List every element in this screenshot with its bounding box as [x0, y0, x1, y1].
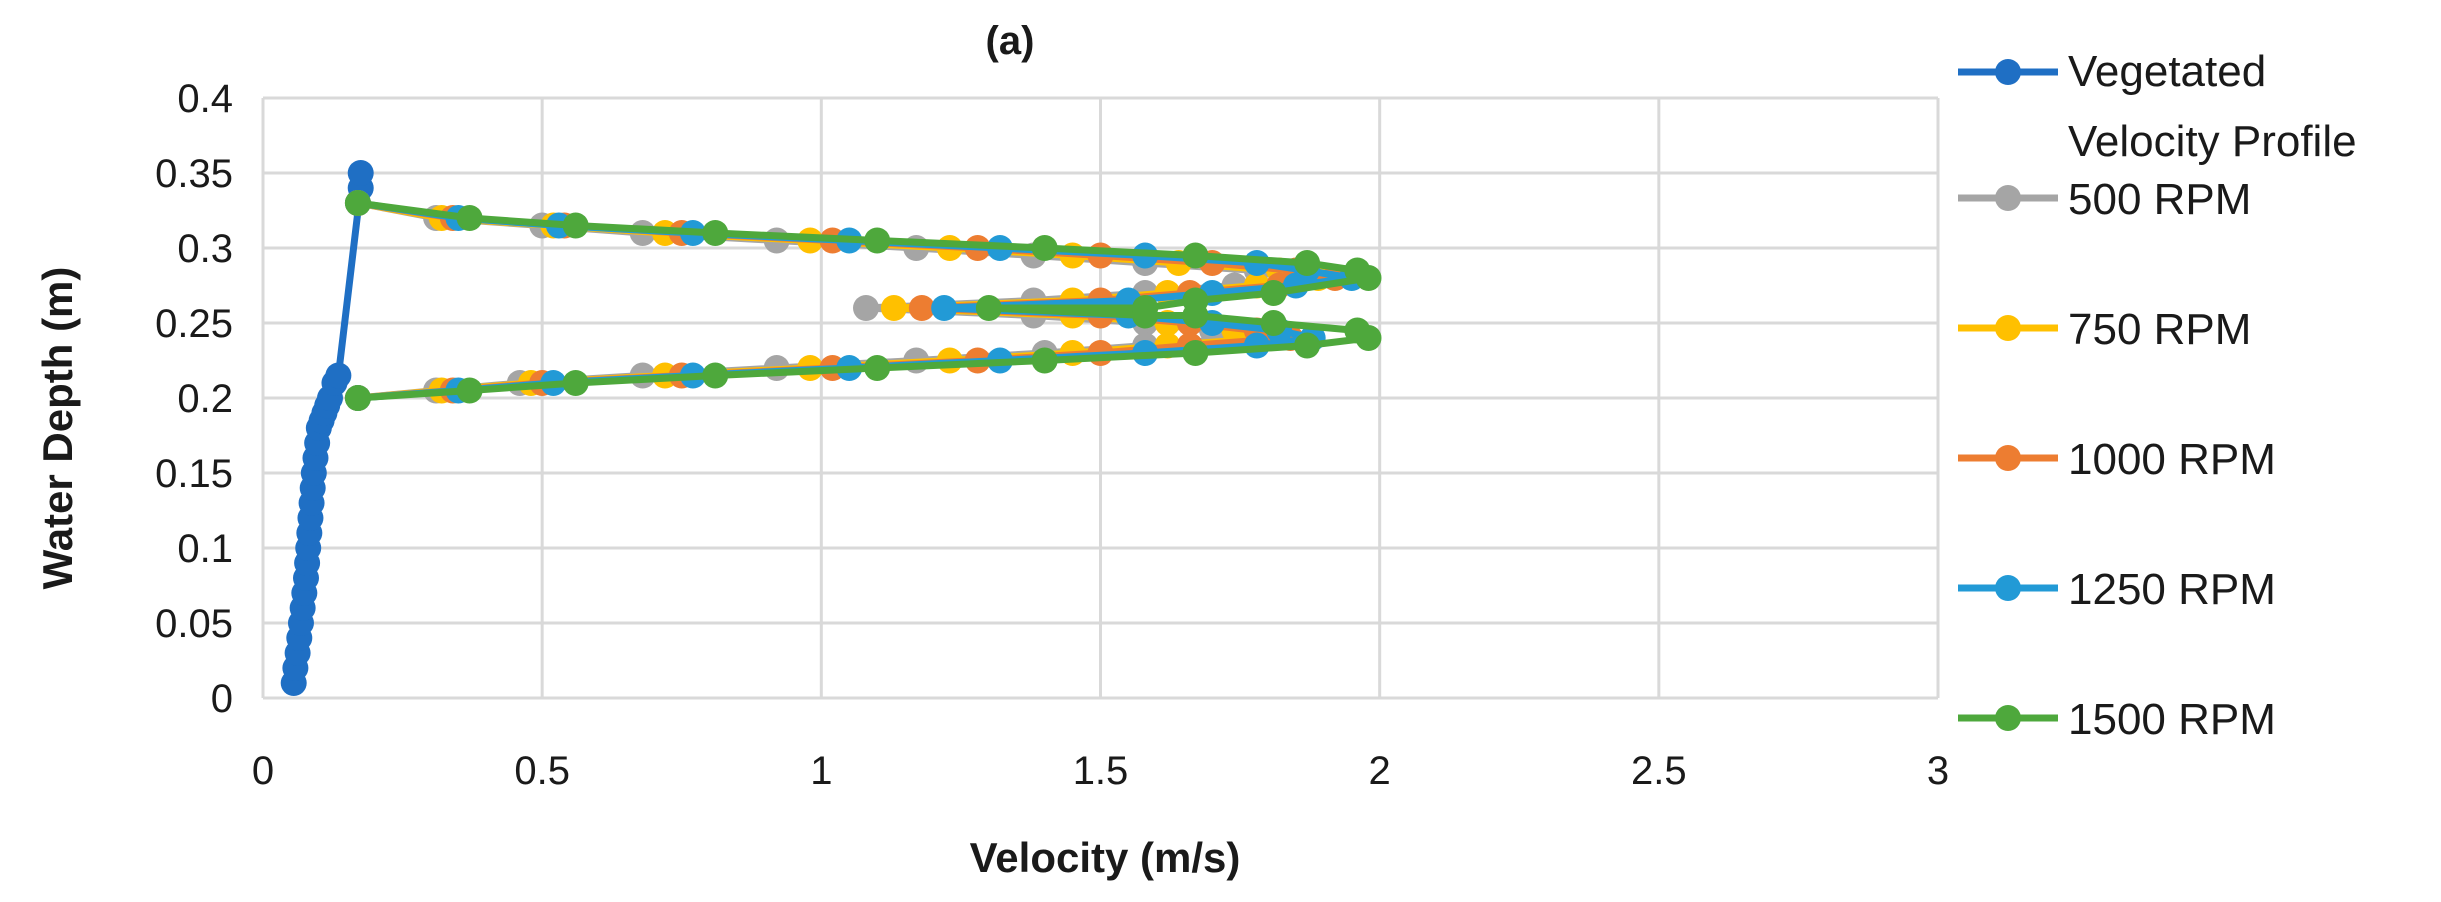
y-tick-label: 0.3 [177, 227, 233, 271]
y-axis-ticks: 0 0.05 0.1 0.15 0.2 0.25 0.3 0.35 0.4 [155, 77, 233, 721]
legend-item-500-rpm: 500 RPM [1958, 175, 2251, 224]
x-tick-label: 3 [1927, 749, 1949, 793]
series-vegetated-velocity-profile [280, 160, 374, 696]
x-tick-label: 1 [810, 749, 832, 793]
data-point-1500-rpm [344, 190, 371, 216]
data-point-1500-rpm [456, 377, 483, 404]
legend-label-1500-rpm: 1500 RPM [2068, 695, 2276, 744]
data-point-1500-rpm [1031, 235, 1058, 261]
legend-marker-750-rpm [1995, 315, 2021, 341]
x-tick-label: 1.5 [1073, 749, 1129, 793]
legend: Vegetated Velocity Profile 500 RPM 750 RPM 1… [1958, 47, 2357, 744]
data-point-1500-rpm [456, 205, 483, 231]
legend-item-1250-rpm: 1250 RPM [1958, 565, 2276, 614]
data-point-1000-rpm [908, 295, 935, 321]
data-point-750-rpm [880, 295, 907, 321]
legend-marker-1250-rpm [1995, 575, 2021, 601]
data-point-1500-rpm [864, 355, 891, 381]
y-tick-label: 0.15 [155, 452, 233, 496]
x-tick-label: 2.5 [1631, 749, 1687, 793]
legend-item-1000-rpm: 1000 RPM [1958, 435, 2276, 484]
legend-marker-1000-rpm [1995, 445, 2021, 471]
data-point-1500-rpm [1132, 302, 1159, 329]
data-point-1500-rpm [1294, 332, 1321, 359]
series-layer [280, 160, 1382, 696]
data-point-1500-rpm [562, 212, 589, 239]
y-tick-label: 0.4 [177, 77, 233, 121]
data-point-1500-rpm [975, 295, 1002, 321]
legend-item-1500-rpm: 1500 RPM [1958, 695, 2276, 744]
legend-item-vegetated-velocity-profile: Vegetated Velocity Profile [1958, 47, 2357, 166]
x-axis-ticks: 0 0.5 1 1.5 2 2.5 3 [252, 749, 1949, 793]
legend-label-vegetated-velocity-profile: Vegetated [2068, 47, 2266, 96]
legend-label-1250-rpm: 1250 RPM [2068, 565, 2276, 614]
data-point-1500-rpm [1182, 242, 1209, 269]
y-tick-label: 0.1 [177, 527, 233, 571]
data-point-1500-rpm [702, 220, 729, 246]
data-point-vegetated-velocity-profile [325, 362, 352, 389]
data-point-1500-rpm [344, 385, 371, 411]
data-point-1500-rpm [562, 370, 589, 396]
x-tick-label: 0.5 [514, 749, 570, 793]
data-point-1500-rpm [702, 362, 729, 389]
data-point-vegetated-velocity-profile [347, 160, 374, 186]
x-tick-label: 0 [252, 749, 274, 793]
data-point-1500-rpm [1355, 325, 1382, 351]
legend-marker-vegetated-velocity-profile [1995, 59, 2021, 85]
y-tick-label: 0 [211, 677, 233, 721]
series-1500-rpm [344, 190, 1382, 411]
data-point-1500-rpm [1182, 302, 1209, 329]
plot-grid [261, 96, 1940, 700]
y-tick-label: 0.05 [155, 602, 233, 646]
x-axis-title: Velocity (m/s) [970, 834, 1241, 881]
data-point-1500-rpm [1260, 280, 1287, 306]
chart-title: (a) [986, 19, 1035, 63]
legend-label-1000-rpm: 1000 RPM [2068, 435, 2276, 484]
data-point-1500-rpm [1260, 310, 1287, 336]
data-point-1500-rpm [864, 227, 891, 254]
data-point-1500-rpm [1294, 250, 1321, 276]
legend-marker-500-rpm [1995, 185, 2021, 211]
legend-label-750-rpm: 750 RPM [2068, 305, 2251, 354]
legend-label-500-rpm: 500 RPM [2068, 175, 2251, 224]
y-axis-title: Water Depth (m) [34, 267, 81, 590]
y-tick-label: 0.35 [155, 152, 233, 196]
data-point-1500-rpm [1182, 340, 1209, 366]
data-point-500-rpm [853, 295, 879, 321]
x-tick-label: 2 [1369, 749, 1391, 793]
y-tick-label: 0.2 [177, 377, 233, 421]
data-point-1500-rpm [1031, 347, 1058, 374]
data-point-1500-rpm [1355, 265, 1382, 291]
y-tick-label: 0.25 [155, 302, 233, 346]
legend-item-750-rpm: 750 RPM [1958, 305, 2251, 354]
legend-label-vegetated-velocity-profile: Velocity Profile [2068, 117, 2357, 166]
data-point-1250-rpm [931, 295, 958, 321]
legend-marker-1500-rpm [1995, 705, 2021, 731]
